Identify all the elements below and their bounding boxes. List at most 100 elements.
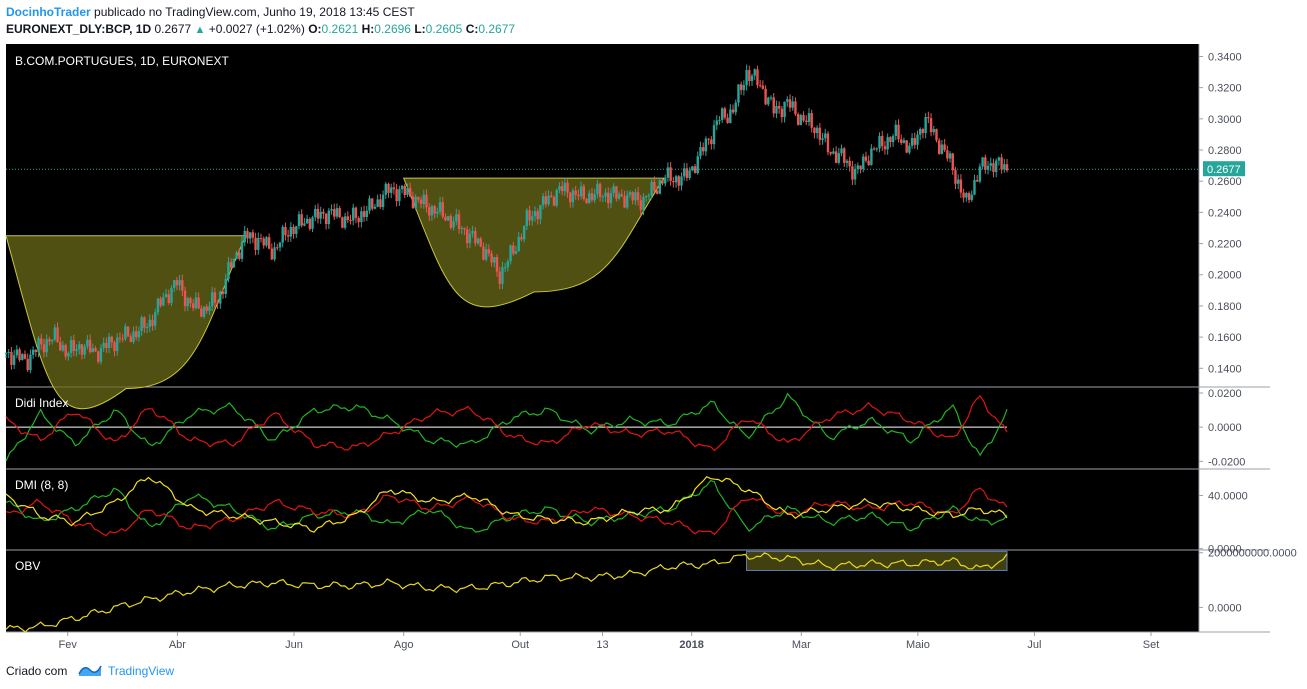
- candle: [191, 303, 195, 309]
- candle: [189, 298, 192, 304]
- candle: [259, 237, 263, 239]
- candle: [701, 147, 705, 152]
- candle: [612, 186, 615, 194]
- candle: [872, 148, 876, 150]
- candle: [15, 349, 19, 356]
- candle: [938, 140, 941, 154]
- candle: [783, 101, 786, 118]
- candle: [86, 339, 89, 347]
- candle: [88, 339, 92, 353]
- tradingview-link[interactable]: TradingView: [108, 664, 175, 678]
- candle: [967, 193, 971, 200]
- candle: [927, 117, 930, 119]
- candle: [992, 163, 995, 172]
- candle: [528, 210, 531, 221]
- x-tick-label: Jun: [285, 639, 303, 651]
- candle: [34, 349, 38, 353]
- tradingview-logo-icon[interactable]: [78, 662, 102, 678]
- candle: [604, 192, 607, 197]
- last-price-tag-label: 0.2677: [1207, 164, 1241, 176]
- candle: [715, 120, 718, 126]
- candle: [951, 153, 954, 171]
- candle: [479, 238, 482, 247]
- candle: [210, 292, 214, 307]
- candle: [780, 108, 784, 118]
- candle: [514, 251, 518, 254]
- candle: [162, 297, 165, 306]
- candle: [596, 183, 599, 195]
- candle: [110, 336, 113, 343]
- candle: [175, 280, 179, 286]
- candle: [80, 344, 84, 355]
- candle: [381, 194, 385, 208]
- y-tick-label: 0.1600: [1208, 332, 1242, 344]
- candle: [574, 190, 577, 195]
- candle: [262, 238, 265, 246]
- chart-header: DocinhoTrader publicado no TradingView.c…: [0, 0, 1307, 42]
- candle: [121, 338, 124, 340]
- candle: [482, 246, 485, 260]
- candle: [31, 349, 35, 355]
- footer: Criado com TradingView: [0, 654, 1307, 689]
- candle: [956, 179, 960, 184]
- candle: [845, 160, 849, 163]
- author-link[interactable]: DocinhoTrader: [6, 5, 91, 19]
- candle: [83, 346, 86, 355]
- candle: [837, 153, 841, 163]
- candle: [560, 186, 564, 192]
- candle: [946, 150, 949, 159]
- candle: [878, 136, 881, 149]
- x-tick-label: Abr: [169, 639, 186, 651]
- candle: [159, 298, 162, 306]
- x-tick-label: Fev: [59, 639, 78, 651]
- candle: [436, 211, 439, 214]
- candle: [571, 190, 575, 203]
- candle: [414, 196, 417, 209]
- candle: [536, 211, 539, 220]
- candle: [791, 101, 794, 108]
- candle: [593, 194, 596, 201]
- candle: [126, 326, 130, 337]
- candle: [289, 226, 293, 237]
- candle: [4, 352, 8, 354]
- chart-area[interactable]: 0.2677 0.3400 0.3200 0.3000 0.2800 0.2600 0.24…: [0, 42, 1307, 654]
- candle: [446, 216, 450, 221]
- candle: [935, 129, 938, 141]
- candle: [417, 196, 420, 200]
- candle: [99, 347, 103, 362]
- candle: [78, 344, 81, 350]
- candle: [40, 338, 43, 345]
- y-tick-label: 0.0000: [1208, 544, 1242, 556]
- candle: [767, 97, 770, 105]
- candle: [704, 138, 708, 152]
- x-tick-label: Set: [1143, 639, 1160, 651]
- candle: [883, 146, 887, 150]
- chart-svg[interactable]: 0.2677 0.3400 0.3200 0.3000 0.2800 0.2600 0.24…: [0, 42, 1307, 654]
- candle: [989, 163, 992, 166]
- candle: [531, 216, 534, 221]
- y-tick-label: 0.2000: [1208, 270, 1242, 282]
- candle: [677, 176, 680, 186]
- candle: [460, 228, 463, 230]
- candle: [18, 349, 21, 361]
- candle: [295, 226, 298, 234]
- candle: [615, 186, 618, 199]
- y-tick-label: 0.1800: [1208, 301, 1242, 313]
- candle: [319, 211, 322, 219]
- candle: [444, 216, 447, 221]
- candle: [824, 133, 827, 139]
- candle: [303, 223, 306, 226]
- candle: [69, 340, 73, 353]
- candle: [834, 151, 838, 163]
- candle: [970, 194, 973, 200]
- close-label: C:: [465, 22, 479, 36]
- candle: [7, 351, 10, 353]
- y-tick-label: 0.0000: [1208, 422, 1242, 434]
- candle: [132, 331, 135, 342]
- candle: [1003, 164, 1006, 170]
- candle: [590, 193, 594, 201]
- candle: [21, 354, 24, 361]
- candle: [994, 160, 998, 172]
- candle: [786, 99, 789, 102]
- candle: [476, 238, 480, 244]
